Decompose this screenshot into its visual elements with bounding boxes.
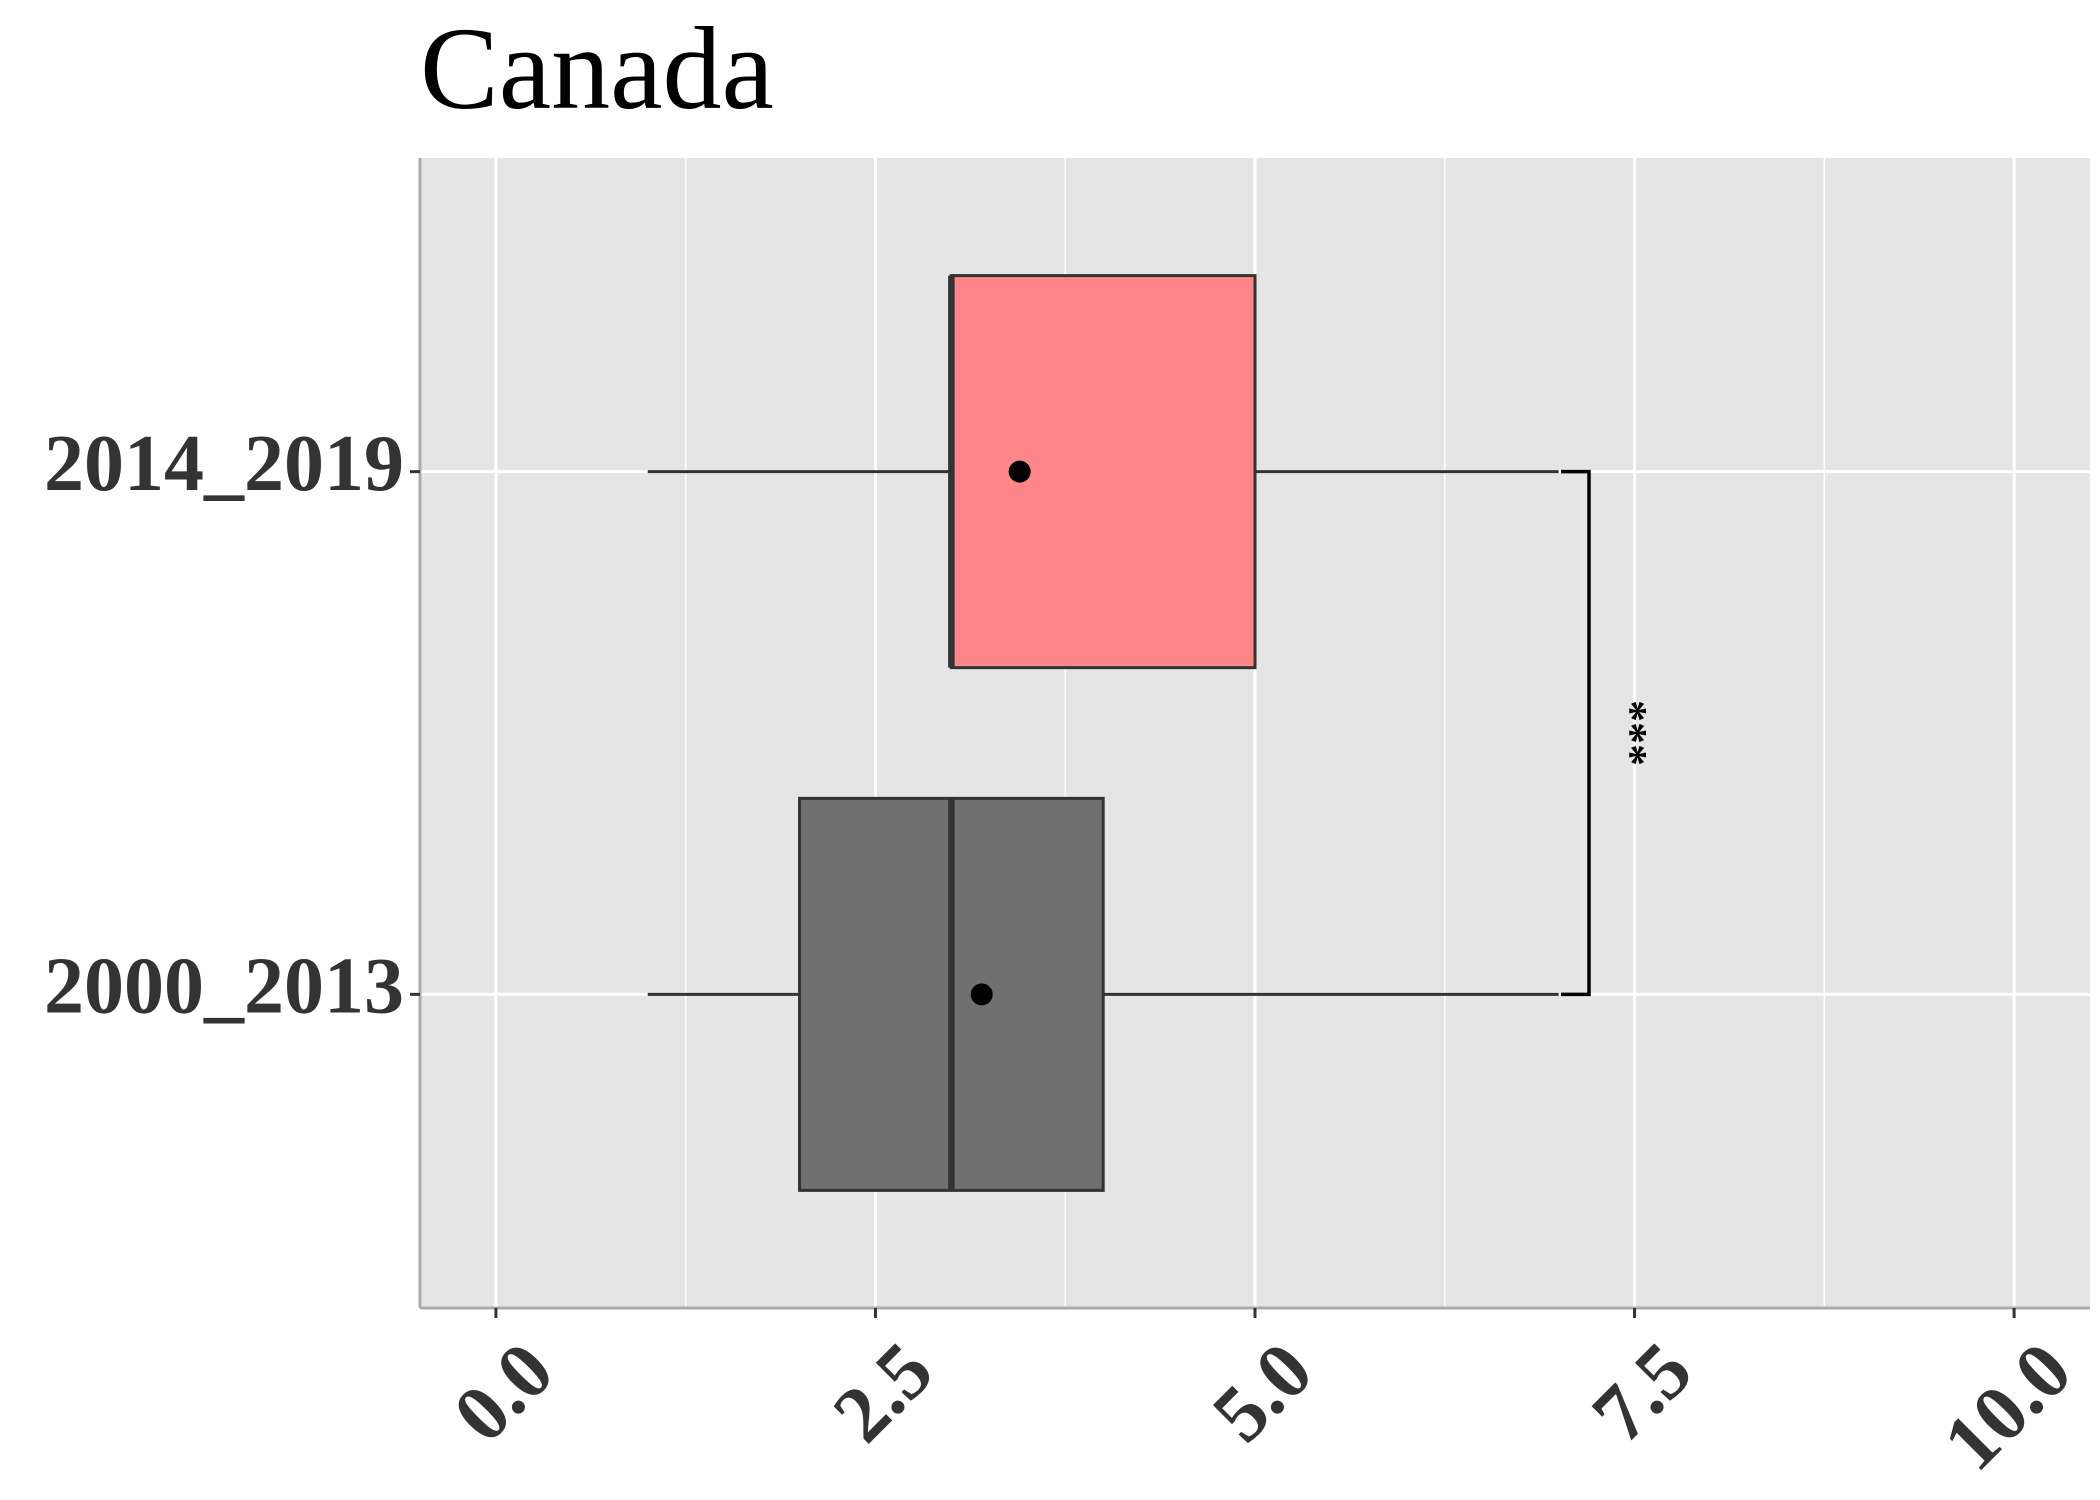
box-group-2014_2019 bbox=[647, 274, 1559, 670]
significance-label: *** bbox=[1607, 700, 1656, 766]
x-tick-label: 7.5 bbox=[1576, 1326, 1709, 1459]
box-body bbox=[949, 274, 1257, 670]
significance-bracket: *** bbox=[1561, 469, 1656, 997]
y-tick-label: 2014_2019 bbox=[44, 420, 404, 508]
box-series bbox=[647, 274, 1559, 1192]
box-group-2000_2013 bbox=[647, 796, 1559, 1192]
mean-point bbox=[970, 983, 993, 1006]
bracket-line bbox=[1561, 469, 1591, 997]
y-tick-label: 2000_2013 bbox=[44, 943, 404, 1031]
x-tick-label: 5.0 bbox=[1196, 1326, 1329, 1459]
mean-point bbox=[1008, 460, 1031, 483]
x-tick-label: 10.0 bbox=[1927, 1326, 2088, 1487]
x-tick-label: 0.0 bbox=[437, 1326, 570, 1459]
y-tick-labels: 2000_2013 2014_2019 bbox=[44, 420, 420, 1031]
chart-title: Canada bbox=[420, 3, 774, 134]
x-tick-label: 2.5 bbox=[817, 1326, 950, 1459]
x-tick-labels: 0.0 2.5 5.0 7.5 10.0 bbox=[437, 1308, 2088, 1487]
